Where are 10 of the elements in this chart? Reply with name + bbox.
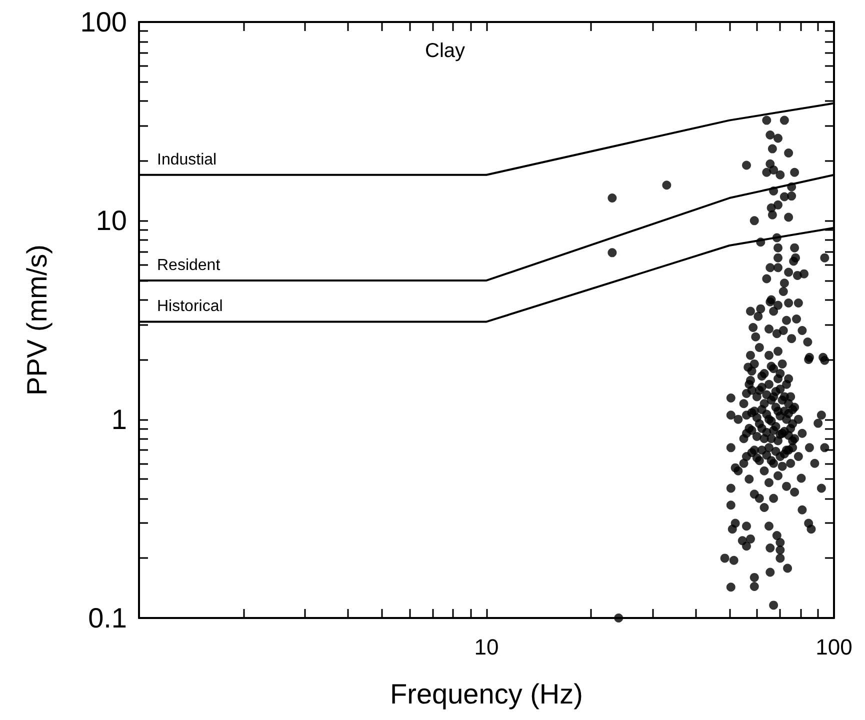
- y-tick-label: 100: [80, 6, 127, 38]
- y-axis-title: PPV (mm/s): [22, 244, 52, 396]
- series-label: Industial: [157, 151, 217, 168]
- y-tick-label: 1: [111, 404, 127, 435]
- series-label: Resident: [157, 256, 221, 274]
- x-axis-title: Frequency (Hz): [390, 678, 583, 710]
- text: Clay: [424, 40, 466, 62]
- y-tick-label: 10: [96, 205, 127, 236]
- y-tick-label: 0.1: [88, 602, 127, 634]
- series-label: Historical: [157, 298, 223, 316]
